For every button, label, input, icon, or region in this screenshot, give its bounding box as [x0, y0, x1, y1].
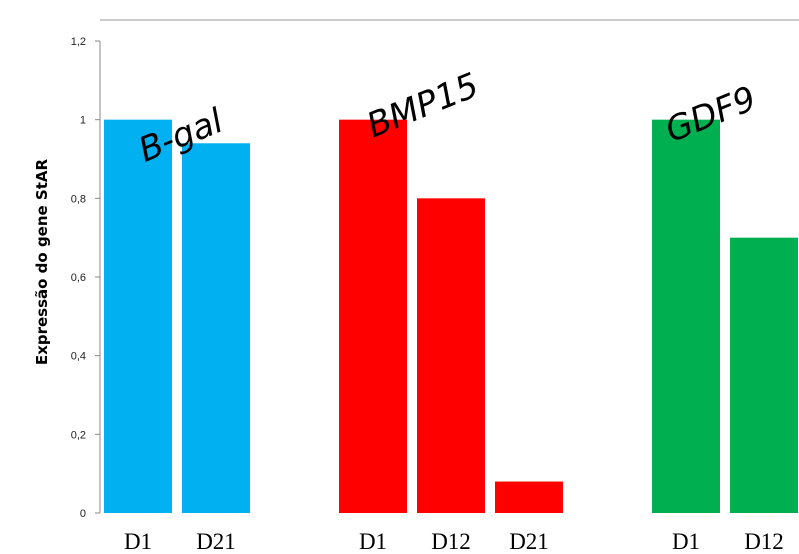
bar-bmp15-d12: [417, 198, 485, 514]
y-tick-label: 0,6: [71, 272, 86, 284]
category-label: D21: [196, 529, 236, 554]
group-label-bmp15: BMP15: [361, 65, 484, 146]
y-tick-label: 0,4: [71, 351, 86, 363]
category-label: D1: [124, 529, 152, 554]
y-tick-label: 1: [80, 115, 86, 127]
bars-layer: [104, 119, 798, 514]
y-tick-label: 1,2: [71, 36, 86, 48]
y-axis-ticks: 0 0,2 0,4 0,6 0,8 1 1,2: [71, 36, 100, 520]
bar-bmp15-d1: [339, 119, 407, 514]
category-label: D12: [744, 529, 784, 554]
category-labels: D1 D21 D1 D12 D21 D1 D12: [124, 529, 784, 554]
bar-bmp15-d21: [495, 481, 563, 513]
y-tick-label: 0,8: [71, 193, 86, 205]
category-label: D21: [509, 529, 549, 554]
y-tick-label: 0,2: [71, 429, 86, 441]
bar-b-gal-d21: [182, 143, 250, 513]
bar-b-gal-d1: [104, 119, 172, 514]
y-tick-label: 0: [80, 508, 86, 520]
bar-gdf9-d12: [730, 237, 798, 513]
category-label: D1: [359, 529, 387, 554]
category-label: D1: [672, 529, 700, 554]
y-axis-label: Expressão do gene StAR: [33, 158, 51, 365]
category-label: D12: [431, 529, 471, 554]
bar-gdf9-d1: [652, 119, 720, 514]
